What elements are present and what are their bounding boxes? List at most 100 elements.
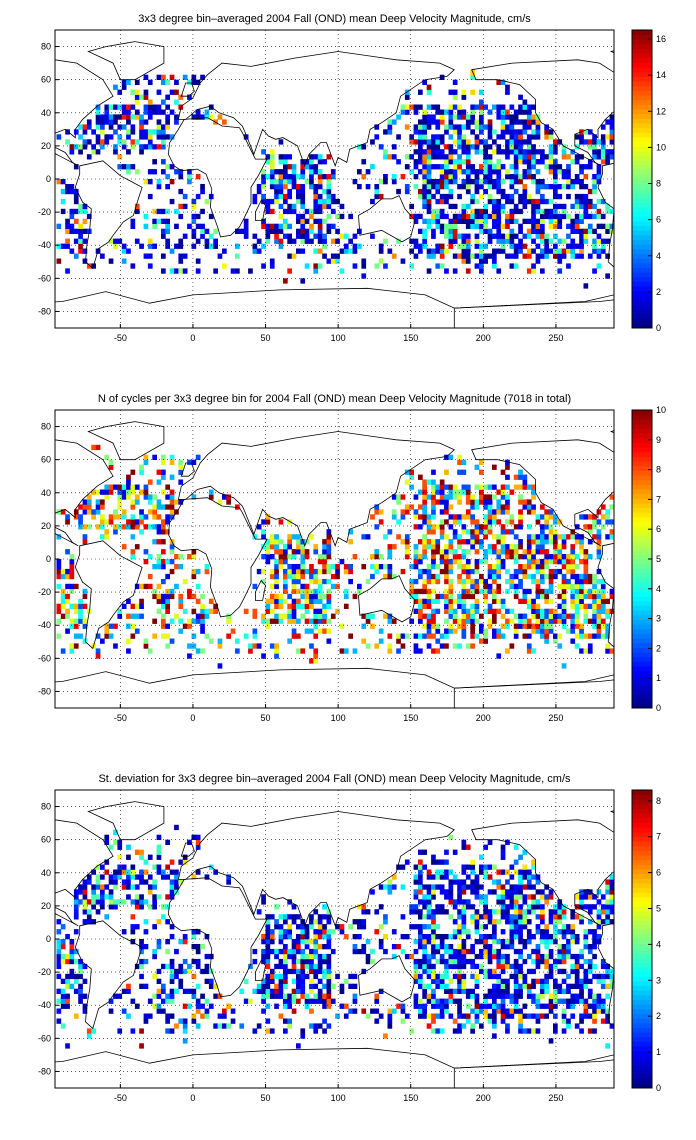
data-cell [291, 1008, 297, 1014]
data-cell [470, 494, 475, 500]
data-cell [422, 894, 427, 900]
data-cell [374, 263, 380, 269]
data-cell [487, 159, 493, 165]
data-cell [91, 899, 96, 905]
data-cell [496, 1003, 502, 1009]
data-cell [465, 588, 471, 595]
data-cell [426, 114, 432, 120]
data-cell [121, 494, 127, 500]
data-cell [143, 524, 149, 530]
data-cell [609, 968, 615, 975]
data-cell [574, 243, 580, 249]
data-cell [56, 603, 62, 609]
data-cell [587, 919, 593, 925]
data-cell [509, 129, 515, 135]
data-cell [553, 988, 558, 994]
data-cell [91, 509, 96, 515]
data-cell [605, 203, 610, 210]
data-cell [583, 929, 589, 935]
data-cell [95, 864, 101, 870]
data-cell [426, 184, 432, 190]
data-cell [130, 519, 136, 525]
data-cell [304, 568, 310, 575]
data-cell [204, 1013, 210, 1019]
data-cell [526, 218, 532, 224]
data-cell [526, 268, 532, 274]
data-cell [492, 939, 497, 945]
data-cell [174, 169, 179, 175]
data-cell [391, 174, 397, 180]
data-cell [544, 184, 549, 190]
data-cell [317, 944, 323, 950]
data-cell [422, 79, 427, 85]
data-cell [404, 544, 410, 550]
data-cell [139, 134, 144, 140]
data-cell [195, 454, 201, 460]
data-cell [531, 613, 536, 619]
data-cell [579, 904, 584, 910]
data-cell [583, 998, 589, 1004]
data-cell [579, 963, 584, 970]
data-cell [152, 879, 157, 885]
data-cell [73, 1013, 79, 1019]
data-cell [522, 149, 528, 155]
data-cell [374, 184, 380, 190]
data-cell [479, 139, 484, 145]
data-cell [396, 188, 401, 195]
data-cell [535, 549, 541, 555]
data-cell [165, 208, 170, 215]
data-cell [605, 648, 610, 654]
data-cell [265, 934, 271, 940]
data-cell [130, 534, 136, 540]
data-cell [439, 934, 445, 940]
data-cell [522, 474, 528, 480]
data-cell [274, 598, 279, 604]
data-cell [474, 914, 480, 920]
data-cell [296, 958, 301, 965]
colorbar-segment [632, 309, 652, 315]
data-cell [396, 864, 401, 870]
data-cell [161, 169, 166, 175]
data-cell [496, 598, 502, 604]
data-cell [352, 973, 358, 980]
data-cell [104, 623, 110, 629]
data-cell [431, 193, 436, 200]
data-cell [509, 514, 515, 520]
data-cell [518, 583, 523, 590]
data-cell [261, 169, 266, 175]
data-cell [178, 169, 184, 175]
data-cell [418, 608, 423, 614]
data-cell [540, 909, 545, 915]
data-cell [461, 939, 467, 945]
data-cell [553, 203, 558, 210]
data-cell [561, 564, 567, 570]
data-cell [600, 958, 606, 965]
data-cell [474, 149, 480, 155]
data-cell [274, 904, 279, 910]
data-cell [570, 554, 576, 560]
data-cell [86, 914, 92, 920]
data-cell [60, 958, 66, 965]
data-cell [309, 939, 314, 945]
data-cell [104, 489, 110, 495]
data-cell [540, 559, 545, 565]
data-cell [518, 248, 523, 254]
data-cell [283, 1003, 288, 1009]
data-cell [121, 869, 127, 875]
data-cell [492, 104, 497, 110]
data-cell [82, 588, 88, 595]
data-cell [505, 939, 510, 945]
data-cell [513, 164, 519, 170]
data-cell [313, 164, 319, 170]
colorbar-frame [631, 29, 653, 329]
data-cell [426, 208, 432, 215]
data-cell [540, 573, 545, 580]
data-cell [505, 233, 510, 239]
data-cell [283, 233, 288, 239]
data-cell [383, 934, 388, 940]
data-cell [309, 603, 314, 609]
data-cell [287, 253, 292, 259]
data-cell [78, 608, 83, 614]
data-cell [400, 514, 406, 520]
colorbar-segment [632, 48, 652, 54]
